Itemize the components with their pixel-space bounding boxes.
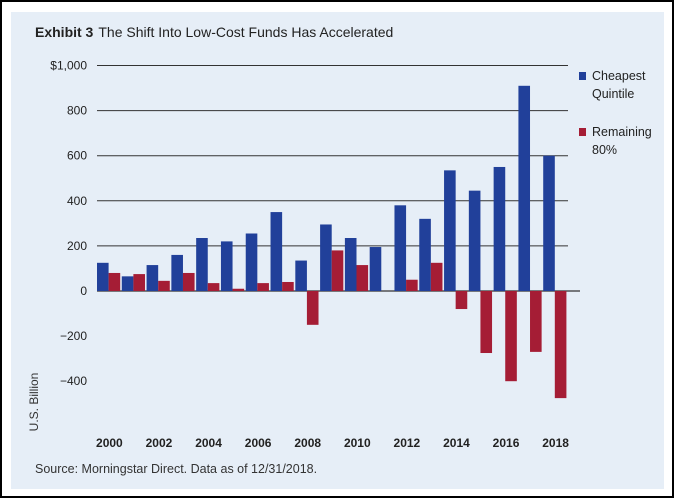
bar-cheapest-2017	[518, 85, 531, 291]
bar-cheapest-2005	[220, 241, 233, 291]
bar-remaining-2006	[257, 283, 269, 291]
legend: Cheapest Quintile Remaining 80%	[579, 69, 652, 157]
x-tick-label: 2008	[294, 436, 321, 450]
x-tick-label: 2016	[493, 436, 520, 450]
y-tick-label: 200	[67, 239, 87, 253]
bar-cheapest-2008	[295, 260, 307, 291]
bar-remaining-2005	[232, 288, 245, 291]
x-tick-label: 2018	[542, 436, 569, 450]
x-axis-ticks: 2000 2002 2004 2006 2008 2010 2012 2014 2016 2018	[96, 436, 569, 450]
bar-remaining-2002	[158, 280, 170, 291]
bar-cheapest-2013	[419, 218, 431, 291]
bar-cheapest-2006	[245, 233, 258, 291]
bar-remaining-2013	[430, 262, 443, 291]
bar-remaining-2018	[554, 291, 567, 399]
bar-remaining-2012	[406, 279, 418, 291]
legend-label-cheapest: Quintile	[592, 87, 634, 101]
bar-remaining-2017	[530, 291, 542, 352]
bar-remaining-2004	[207, 283, 220, 291]
x-tick-label: 2014	[443, 436, 470, 450]
bar-cheapest-2001	[121, 276, 134, 291]
bar-remaining-2003	[182, 272, 195, 291]
legend-swatch-cheapest	[579, 72, 586, 80]
bar-remaining-2008	[306, 291, 319, 325]
bar-remaining-2016	[505, 291, 517, 382]
title-text: The Shift Into Low-Cost Funds Has Accele…	[98, 24, 394, 40]
bar-cheapest-2014	[444, 170, 456, 291]
legend-label-remaining: Remaining	[592, 125, 652, 139]
bar-cheapest-2018	[543, 155, 555, 291]
bar-remaining-2009	[331, 250, 344, 291]
y-tick-label: $1,000	[50, 59, 87, 73]
x-tick-label: 2010	[344, 436, 371, 450]
legend-swatch-remaining	[579, 128, 586, 136]
y-tick-label: 600	[67, 149, 87, 163]
y-axis-ticks: $1,000 800 600 400 200 0 −200 −400	[50, 59, 87, 389]
y-tick-label: −400	[60, 374, 87, 388]
bar-remaining-2014	[455, 291, 468, 310]
bar-cheapest-2004	[196, 238, 208, 291]
bar-cheapest-2016	[493, 166, 506, 291]
x-tick-label: 2012	[394, 436, 421, 450]
bar-cheapest-2009	[320, 224, 332, 291]
chart-title: Exhibit 3 The Shift Into Low-Cost Funds H…	[35, 24, 393, 40]
bar-remaining-2015	[480, 291, 493, 354]
x-tick-label: 2004	[195, 436, 222, 450]
bar-cheapest-2011	[369, 247, 382, 291]
bar-cheapest-2012	[394, 205, 407, 291]
bar-remaining-2007	[282, 281, 294, 291]
bar-remaining-2000	[108, 272, 121, 291]
bars	[97, 85, 567, 399]
y-tick-label: 800	[67, 104, 87, 118]
bar-cheapest-2002	[146, 265, 159, 291]
bar-cheapest-2000	[97, 262, 109, 291]
bar-cheapest-2007	[270, 212, 283, 291]
x-tick-label: 2002	[146, 436, 173, 450]
bar-cheapest-2003	[171, 254, 183, 291]
legend-label-remaining: 80%	[592, 143, 617, 157]
x-tick-label: 2006	[245, 436, 272, 450]
legend-label-cheapest: Cheapest	[592, 69, 646, 83]
y-tick-label: 0	[80, 284, 87, 298]
bar-cheapest-2010	[344, 238, 357, 291]
bar-remaining-2010	[356, 265, 369, 291]
bar-remaining-2001	[133, 274, 145, 291]
exhibit-label: Exhibit 3	[35, 24, 94, 40]
y-tick-label: −200	[60, 329, 87, 343]
bar-cheapest-2015	[468, 190, 481, 291]
y-axis-label: U.S. Billion	[27, 373, 41, 432]
source-note: Source: Morningstar Direct. Data as of 1…	[35, 462, 318, 476]
x-tick-label: 2000	[96, 436, 123, 450]
y-tick-label: 400	[67, 194, 87, 208]
